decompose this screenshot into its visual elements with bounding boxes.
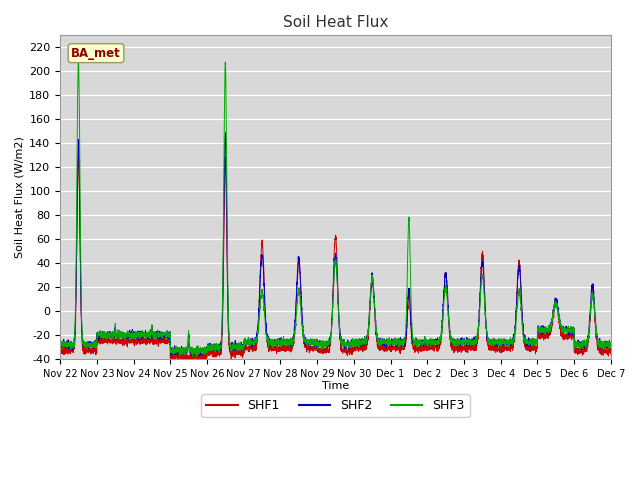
SHF1 [429, 345, 436, 351]
Text: BA_met: BA_met [71, 47, 121, 60]
SHF3 [607, 340, 614, 346]
Line: SHF3: SHF3 [60, 55, 611, 357]
SHF2 [188, 353, 195, 359]
Line: SHF1: SHF1 [60, 155, 611, 362]
SHF3 [429, 340, 436, 346]
SHF2 [56, 344, 64, 350]
Line: SHF2: SHF2 [60, 132, 611, 356]
SHF1 [607, 349, 614, 355]
SHF3 [189, 354, 196, 360]
SHF3 [56, 340, 64, 346]
SHF2 [221, 130, 229, 135]
SHF2 [490, 341, 498, 347]
X-axis label: Time: Time [322, 382, 349, 391]
SHF3 [74, 52, 82, 58]
SHF2 [607, 342, 614, 348]
Title: Soil Heat Flux: Soil Heat Flux [283, 15, 388, 30]
SHF1 [74, 152, 82, 158]
SHF2 [459, 340, 467, 346]
SHF3 [459, 340, 467, 346]
SHF1 [607, 345, 614, 351]
SHF2 [156, 329, 163, 335]
SHF2 [316, 343, 323, 348]
Legend: SHF1, SHF2, SHF3: SHF1, SHF2, SHF3 [202, 395, 470, 418]
SHF3 [316, 341, 323, 347]
SHF2 [429, 343, 436, 348]
SHF3 [156, 331, 163, 336]
SHF2 [607, 341, 614, 347]
SHF1 [490, 344, 498, 349]
SHF1 [156, 339, 163, 345]
SHF1 [177, 360, 184, 365]
SHF1 [459, 344, 467, 349]
SHF3 [607, 343, 614, 349]
SHF1 [56, 345, 64, 350]
SHF3 [490, 338, 498, 344]
Y-axis label: Soil Heat Flux (W/m2): Soil Heat Flux (W/m2) [15, 136, 25, 258]
SHF1 [316, 348, 323, 354]
